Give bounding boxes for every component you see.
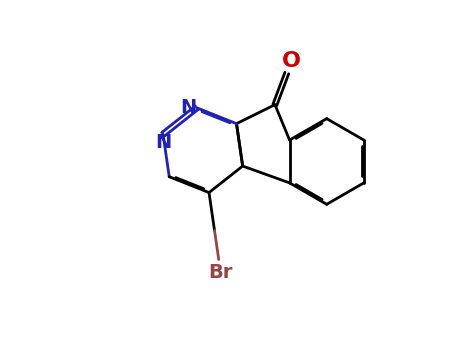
Text: Br: Br [208,264,233,282]
Text: N: N [181,98,197,117]
Text: N: N [155,133,171,152]
Text: O: O [282,51,301,71]
